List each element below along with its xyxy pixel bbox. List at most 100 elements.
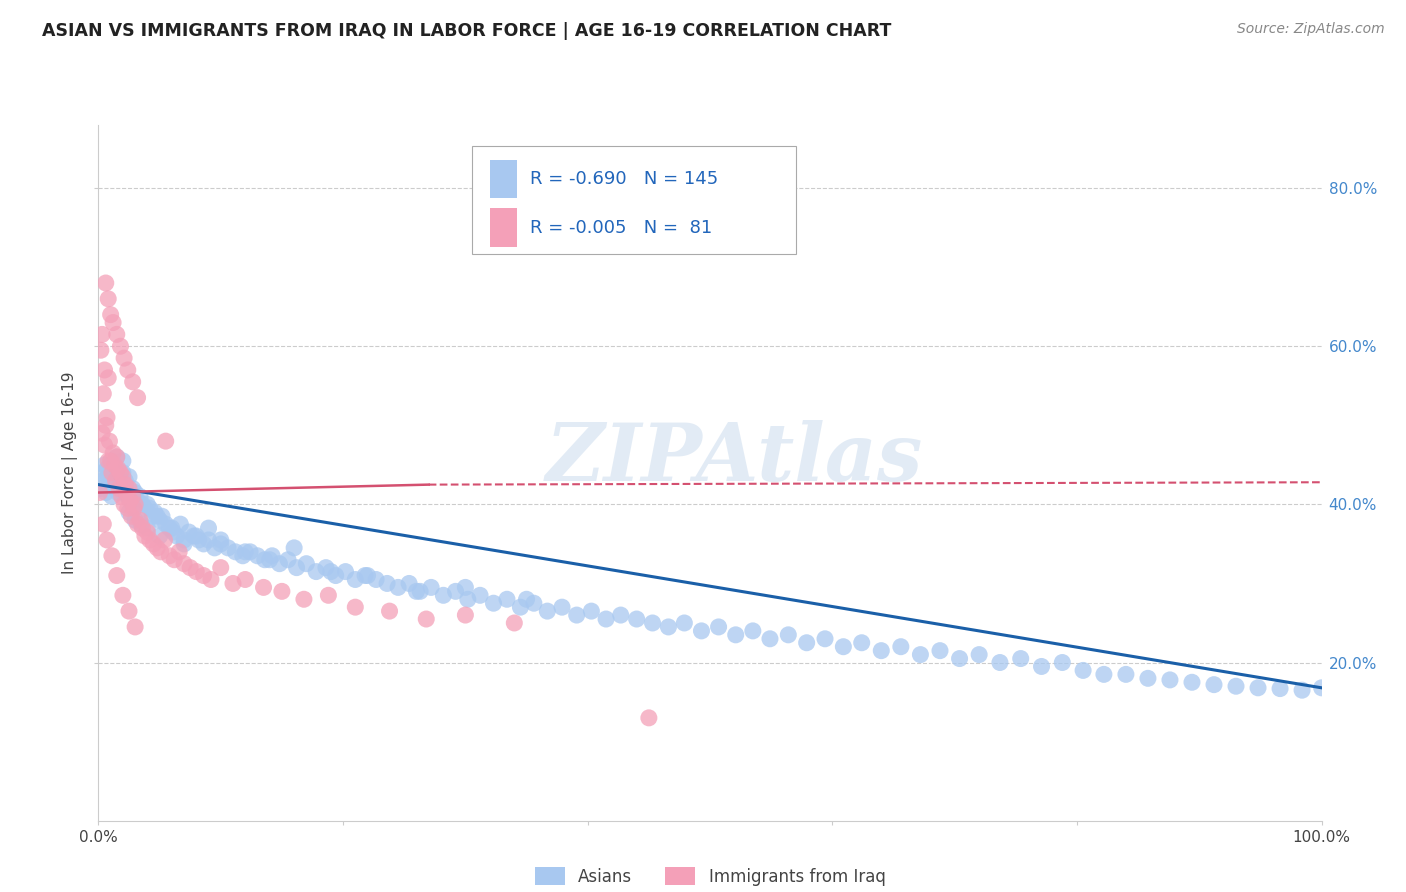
Point: [415, 612, 437, 626]
Point: [796, 636, 818, 650]
Point: [295, 557, 318, 571]
Point: [110, 466, 132, 480]
Point: [269, 557, 291, 571]
Point: [252, 581, 274, 595]
Bar: [489, 160, 517, 198]
Point: [169, 517, 191, 532]
Point: [454, 581, 477, 595]
Point: [515, 592, 537, 607]
Point: [292, 592, 315, 607]
Point: [124, 620, 146, 634]
Point: [162, 524, 184, 539]
Point: [136, 521, 159, 535]
Point: [259, 552, 281, 567]
Point: [378, 604, 401, 618]
Point: [105, 450, 128, 464]
Point: [118, 604, 141, 618]
Point: [409, 584, 432, 599]
Point: [120, 493, 142, 508]
Point: [105, 568, 128, 582]
Point: [432, 588, 454, 602]
Point: [111, 466, 134, 480]
Point: [253, 552, 276, 567]
Point: [173, 537, 195, 551]
Point: [129, 490, 152, 504]
Point: [690, 624, 713, 638]
Point: [96, 410, 118, 425]
Point: [108, 482, 131, 496]
Point: [193, 537, 215, 551]
Bar: [489, 209, 517, 247]
Point: [111, 588, 134, 602]
Point: [468, 588, 491, 602]
Point: [186, 565, 208, 579]
Point: [104, 474, 127, 488]
Point: [94, 418, 117, 433]
Point: [233, 573, 256, 587]
Point: [375, 576, 398, 591]
Point: [134, 501, 156, 516]
Point: [157, 521, 180, 535]
Point: [283, 541, 305, 555]
Point: [149, 513, 172, 527]
Point: [94, 485, 117, 500]
Point: [100, 454, 122, 468]
Point: [246, 549, 269, 563]
Point: [111, 454, 134, 468]
Point: [200, 573, 222, 587]
Point: [759, 632, 782, 646]
Point: [115, 485, 138, 500]
Point: [101, 466, 124, 480]
Point: [232, 549, 254, 563]
Point: [134, 529, 156, 543]
Text: R = -0.690   N = 145: R = -0.690 N = 145: [530, 170, 718, 188]
Point: [609, 608, 631, 623]
Point: [1247, 681, 1270, 695]
Point: [405, 584, 427, 599]
Point: [224, 545, 246, 559]
Point: [1115, 667, 1137, 681]
Point: [91, 474, 114, 488]
Point: [325, 568, 347, 582]
Point: [707, 620, 730, 634]
Point: [146, 509, 169, 524]
Point: [444, 584, 467, 599]
Point: [1159, 673, 1181, 687]
Point: [581, 604, 603, 618]
Point: [122, 490, 145, 504]
Point: [870, 643, 893, 657]
Point: [1071, 664, 1094, 678]
Point: [160, 521, 183, 535]
Point: [91, 466, 114, 480]
Point: [141, 509, 163, 524]
Point: [177, 524, 200, 539]
Point: [523, 596, 546, 610]
Point: [1310, 681, 1333, 695]
Point: [209, 533, 232, 547]
Point: [344, 600, 367, 615]
Point: [94, 276, 117, 290]
Point: [910, 648, 932, 662]
Point: [724, 628, 747, 642]
Point: [142, 537, 165, 551]
Point: [536, 604, 558, 618]
Point: [217, 541, 239, 555]
Point: [112, 497, 135, 511]
Point: [1181, 675, 1204, 690]
Point: [551, 600, 574, 615]
Point: [1225, 679, 1247, 693]
Point: [496, 592, 519, 607]
Point: [124, 497, 146, 511]
Point: [100, 458, 122, 472]
Y-axis label: In Labor Force | Age 16-19: In Labor Force | Age 16-19: [62, 371, 79, 574]
Point: [1092, 667, 1115, 681]
Point: [420, 581, 443, 595]
Point: [1136, 671, 1159, 685]
Point: [101, 316, 124, 330]
Point: [1031, 659, 1053, 673]
Point: [108, 469, 131, 483]
Text: ASIAN VS IMMIGRANTS FROM IRAQ IN LABOR FORCE | AGE 16-19 CORRELATION CHART: ASIAN VS IMMIGRANTS FROM IRAQ IN LABOR F…: [42, 22, 891, 40]
Point: [118, 505, 141, 519]
Point: [110, 339, 132, 353]
Point: [136, 524, 159, 539]
